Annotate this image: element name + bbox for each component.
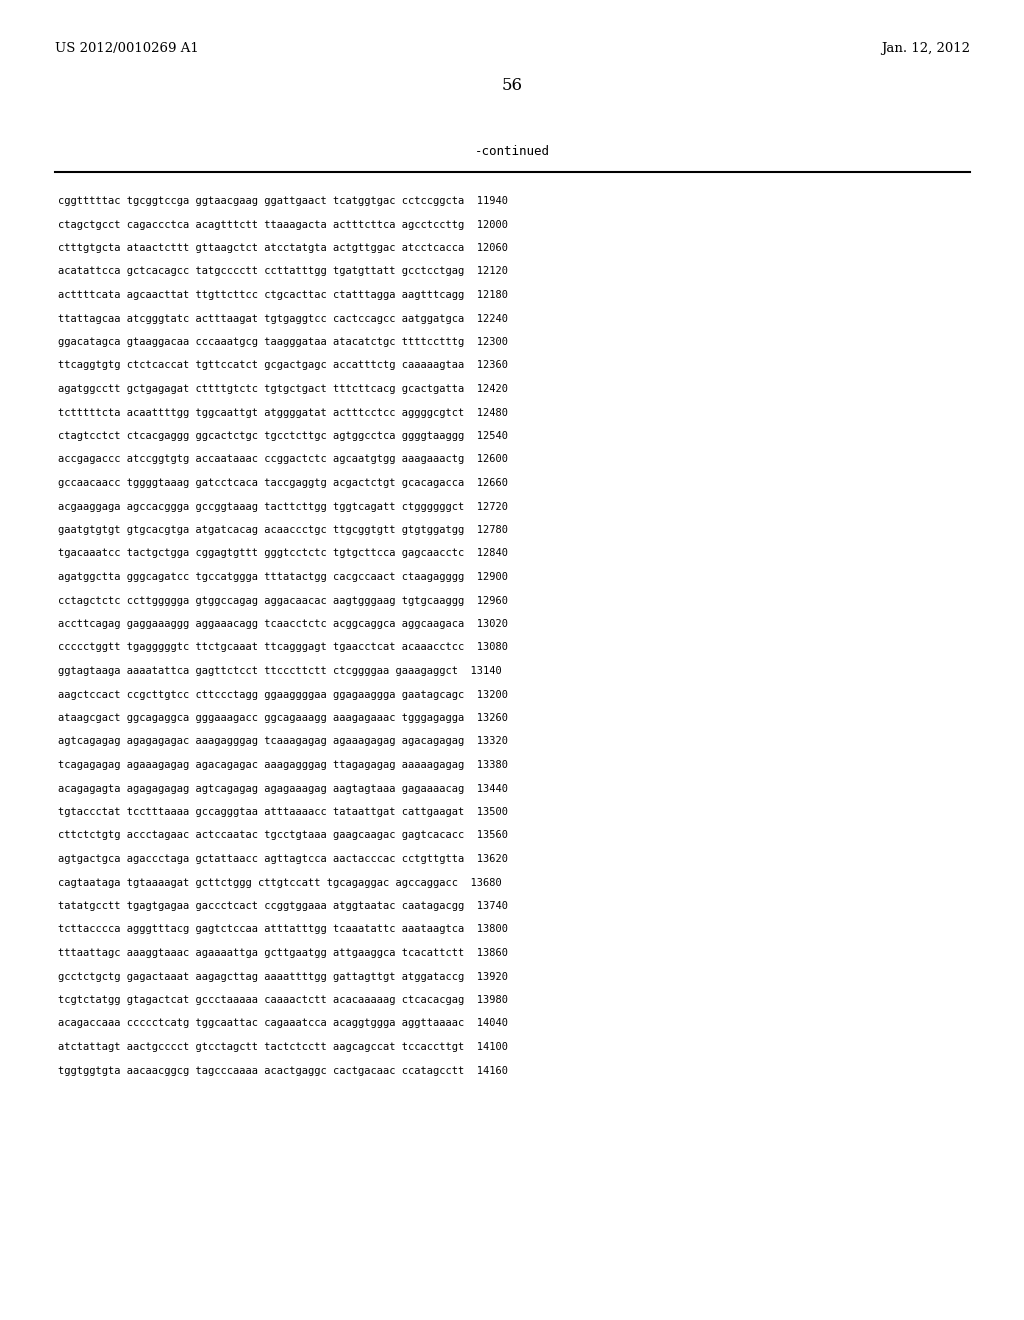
- Text: tctttttcta acaattttgg tggcaattgt atggggatat actttcctcc aggggcgtct  12480: tctttttcta acaattttgg tggcaattgt atgggga…: [58, 408, 508, 417]
- Text: ggtagtaaga aaaatattca gagttctcct ttcccttctt ctcggggaa gaaagaggct  13140: ggtagtaaga aaaatattca gagttctcct ttccctt…: [58, 667, 502, 676]
- Text: cagtaataga tgtaaaagat gcttctggg cttgtccatt tgcagaggac agccaggacc  13680: cagtaataga tgtaaaagat gcttctggg cttgtcca…: [58, 878, 502, 887]
- Text: ttcaggtgtg ctctcaccat tgttccatct gcgactgagc accatttctg caaaaagtaa  12360: ttcaggtgtg ctctcaccat tgttccatct gcgactg…: [58, 360, 508, 371]
- Text: agatggctta gggcagatcc tgccatggga tttatactgg cacgccaact ctaagagggg  12900: agatggctta gggcagatcc tgccatggga tttatac…: [58, 572, 508, 582]
- Text: acagagagta agagagagag agtcagagag agagaaagag aagtagtaaa gagaaaacag  13440: acagagagta agagagagag agtcagagag agagaaa…: [58, 784, 508, 793]
- Text: gccaacaacc tggggtaaag gatcctcaca taccgaggtg acgactctgt gcacagacca  12660: gccaacaacc tggggtaaag gatcctcaca taccgag…: [58, 478, 508, 488]
- Text: aagctccact ccgcttgtcc cttccctagg ggaaggggaa ggagaaggga gaatagcagc  13200: aagctccact ccgcttgtcc cttccctagg ggaaggg…: [58, 689, 508, 700]
- Text: -continued: -continued: [474, 145, 550, 158]
- Text: acatattcca gctcacagcc tatgcccctt ccttatttgg tgatgttatt gcctcctgag  12120: acatattcca gctcacagcc tatgcccctt ccttatt…: [58, 267, 508, 276]
- Text: tatatgcctt tgagtgagaa gaccctcact ccggtggaaa atggtaatac caatagacgg  13740: tatatgcctt tgagtgagaa gaccctcact ccggtgg…: [58, 902, 508, 911]
- Text: tgacaaatcc tactgctgga cggagtgttt gggtcctctc tgtgcttcca gagcaacctc  12840: tgacaaatcc tactgctgga cggagtgttt gggtcct…: [58, 549, 508, 558]
- Text: US 2012/0010269 A1: US 2012/0010269 A1: [55, 42, 199, 55]
- Text: ataagcgact ggcagaggca gggaaagacc ggcagaaagg aaagagaaac tgggagagga  13260: ataagcgact ggcagaggca gggaaagacc ggcagaa…: [58, 713, 508, 723]
- Text: ctagtcctct ctcacgaggg ggcactctgc tgcctcttgc agtggcctca ggggtaaggg  12540: ctagtcctct ctcacgaggg ggcactctgc tgcctct…: [58, 432, 508, 441]
- Text: gcctctgctg gagactaaat aagagcttag aaaattttgg gattagttgt atggataccg  13920: gcctctgctg gagactaaat aagagcttag aaaattt…: [58, 972, 508, 982]
- Text: cggtttttac tgcggtccga ggtaacgaag ggattgaact tcatggtgac cctccggcta  11940: cggtttttac tgcggtccga ggtaacgaag ggattga…: [58, 195, 508, 206]
- Text: agtcagagag agagagagac aaagagggag tcaaagagag agaaagagag agacagagag  13320: agtcagagag agagagagac aaagagggag tcaaaga…: [58, 737, 508, 747]
- Text: tgtaccctat tcctttaaaa gccagggtaa atttaaaacc tataattgat cattgaagat  13500: tgtaccctat tcctttaaaa gccagggtaa atttaaa…: [58, 807, 508, 817]
- Text: acagaccaaa ccccctcatg tggcaattac cagaaatcca acaggtggga aggttaaaac  14040: acagaccaaa ccccctcatg tggcaattac cagaaat…: [58, 1019, 508, 1028]
- Text: acgaaggaga agccacggga gccggtaaag tacttcttgg tggtcagatt ctggggggct  12720: acgaaggaga agccacggga gccggtaaag tacttct…: [58, 502, 508, 511]
- Text: ggacatagca gtaaggacaa cccaaatgcg taagggataa atacatctgc ttttcctttg  12300: ggacatagca gtaaggacaa cccaaatgcg taaggga…: [58, 337, 508, 347]
- Text: cttctctgtg accctagaac actccaatac tgcctgtaaa gaagcaagac gagtcacacc  13560: cttctctgtg accctagaac actccaatac tgcctgt…: [58, 830, 508, 841]
- Text: accttcagag gaggaaaggg aggaaacagg tcaacctctc acggcaggca aggcaagaca  13020: accttcagag gaggaaaggg aggaaacagg tcaacct…: [58, 619, 508, 630]
- Text: acttttcata agcaacttat ttgttcttcc ctgcacttac ctatttagga aagtttcagg  12180: acttttcata agcaacttat ttgttcttcc ctgcact…: [58, 290, 508, 300]
- Text: agtgactgca agaccctaga gctattaacc agttagtcca aactacccac cctgttgtta  13620: agtgactgca agaccctaga gctattaacc agttagt…: [58, 854, 508, 865]
- Text: Jan. 12, 2012: Jan. 12, 2012: [881, 42, 970, 55]
- Text: ctagctgcct cagaccctca acagtttctt ttaaagacta actttcttca agcctccttg  12000: ctagctgcct cagaccctca acagtttctt ttaaaga…: [58, 219, 508, 230]
- Text: accgagaccc atccggtgtg accaataaac ccggactctc agcaatgtgg aaagaaactg  12600: accgagaccc atccggtgtg accaataaac ccggact…: [58, 454, 508, 465]
- Text: agatggcctt gctgagagat cttttgtctc tgtgctgact tttcttcacg gcactgatta  12420: agatggcctt gctgagagat cttttgtctc tgtgctg…: [58, 384, 508, 393]
- Text: ccccctggtt tgagggggtc ttctgcaaat ttcagggagt tgaacctcat acaaacctcc  13080: ccccctggtt tgagggggtc ttctgcaaat ttcaggg…: [58, 643, 508, 652]
- Text: tcttacccca agggtttacg gagtctccaa atttatttgg tcaaatattc aaataagtca  13800: tcttacccca agggtttacg gagtctccaa atttatt…: [58, 924, 508, 935]
- Text: tttaattagc aaaggtaaac agaaaattga gcttgaatgg attgaaggca tcacattctt  13860: tttaattagc aaaggtaaac agaaaattga gcttgaa…: [58, 948, 508, 958]
- Text: tcgtctatgg gtagactcat gccctaaaaa caaaactctt acacaaaaag ctcacacgag  13980: tcgtctatgg gtagactcat gccctaaaaa caaaact…: [58, 995, 508, 1005]
- Text: atctattagt aactgcccct gtcctagctt tactctcctt aagcagccat tccaccttgt  14100: atctattagt aactgcccct gtcctagctt tactctc…: [58, 1041, 508, 1052]
- Text: ttattagcaa atcgggtatc actttaagat tgtgaggtcc cactccagcc aatggatgca  12240: ttattagcaa atcgggtatc actttaagat tgtgagg…: [58, 314, 508, 323]
- Text: tcagagagag agaaagagag agacagagac aaagagggag ttagagagag aaaaagagag  13380: tcagagagag agaaagagag agacagagac aaagagg…: [58, 760, 508, 770]
- Text: gaatgtgtgt gtgcacgtga atgatcacag acaaccctgc ttgcggtgtt gtgtggatgg  12780: gaatgtgtgt gtgcacgtga atgatcacag acaaccc…: [58, 525, 508, 535]
- Text: cctagctctc ccttggggga gtggccagag aggacaacac aagtgggaag tgtgcaaggg  12960: cctagctctc ccttggggga gtggccagag aggacaa…: [58, 595, 508, 606]
- Text: 56: 56: [502, 77, 522, 94]
- Text: tggtggtgta aacaacggcg tagcccaaaa acactgaggc cactgacaac ccatagcctt  14160: tggtggtgta aacaacggcg tagcccaaaa acactga…: [58, 1065, 508, 1076]
- Text: ctttgtgcta ataactcttt gttaagctct atcctatgta actgttggac atcctcacca  12060: ctttgtgcta ataactcttt gttaagctct atcctat…: [58, 243, 508, 253]
